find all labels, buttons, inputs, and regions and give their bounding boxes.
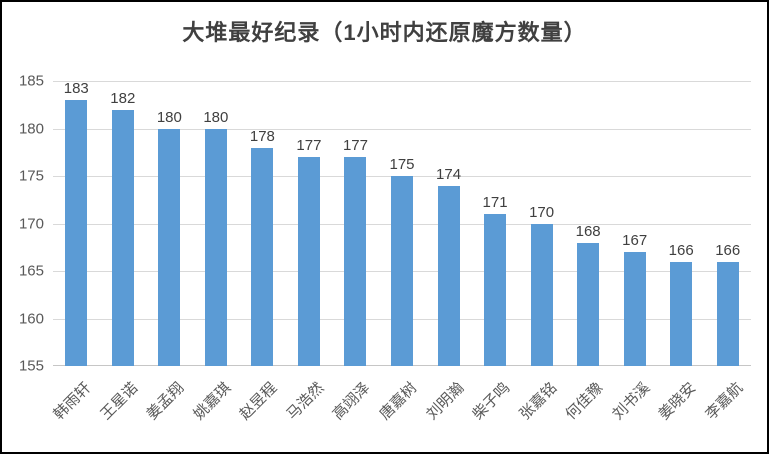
y-tick-label: 160 [18, 310, 44, 327]
bar [670, 261, 693, 366]
x-category-label: 姜孟翔 [143, 379, 188, 424]
bar [251, 147, 274, 366]
x-category-label: 唐嘉树 [376, 379, 421, 424]
x-category-label: 马浩然 [283, 379, 328, 424]
y-tick-label: 180 [18, 120, 44, 137]
gridline [53, 81, 751, 82]
plot-area: 183 182 180 180 178 177 177 175 174 171 170 168 167 1… [53, 81, 751, 366]
bar [391, 176, 413, 366]
data-label: 170 [529, 203, 555, 221]
data-label: 182 [110, 89, 136, 107]
x-category-label: 刘书溪 [609, 379, 653, 424]
x-category-label: 张嘉铭 [516, 379, 560, 424]
data-label: 178 [249, 127, 275, 145]
data-label: 166 [715, 241, 741, 259]
bar [530, 223, 553, 366]
x-axis: 韩雨轩 王星诺 姜孟翔 姚嘉琪 赵昱程 马浩然 高翊泽 唐嘉树 刘明瀚 柴子鸣 张嘉铭 何佳豫 刘书溪姜… [50, 372, 751, 452]
data-label: 171 [482, 194, 508, 211]
y-tick-label: 170 [18, 215, 44, 232]
x-category-label: 姜晓安 [655, 379, 700, 424]
x-category-label: 柴子鸣 [469, 379, 514, 424]
data-label: 183 [63, 80, 89, 97]
data-label: 166 [668, 241, 694, 259]
data-label: 177 [296, 137, 322, 154]
bar [577, 242, 600, 366]
bar [158, 128, 181, 366]
bar [716, 261, 739, 366]
bar [344, 157, 367, 366]
data-label: 174 [436, 165, 462, 183]
x-category-label: 李嘉航 [702, 379, 747, 424]
y-tick-label: 165 [18, 262, 44, 280]
x-category-label: 王星诺 [97, 379, 142, 424]
data-label: 180 [203, 108, 229, 126]
x-category-label: 姚嘉琪 [190, 379, 235, 424]
x-category-label: 何佳豫 [562, 379, 607, 424]
chart-title: 大堆最好纪录（1小时内还原魔方数量） [182, 20, 587, 45]
x-category-label: 韩雨轩 [50, 379, 95, 424]
x-category-label: 赵昱程 [236, 379, 281, 424]
x-category-label: 刘明瀚 [423, 379, 467, 424]
bar [623, 252, 646, 366]
data-label: 167 [622, 232, 648, 249]
y-tick-label: 175 [18, 167, 44, 185]
bar [484, 214, 507, 366]
bar [204, 128, 227, 366]
data-label: 168 [575, 222, 601, 240]
data-label: 180 [156, 108, 182, 126]
bar [111, 109, 134, 366]
gridline [53, 128, 751, 130]
data-label: 175 [389, 156, 415, 173]
y-tick-label: 185 [18, 72, 44, 90]
bar [297, 157, 320, 366]
bar [65, 100, 88, 366]
y-tick-label: 155 [18, 357, 44, 375]
y-axis: 155 160 165 170 175 180 185 [8, 74, 44, 374]
bar [437, 185, 460, 366]
x-category-label: 高翊泽 [329, 379, 374, 424]
data-label: 177 [342, 137, 368, 154]
